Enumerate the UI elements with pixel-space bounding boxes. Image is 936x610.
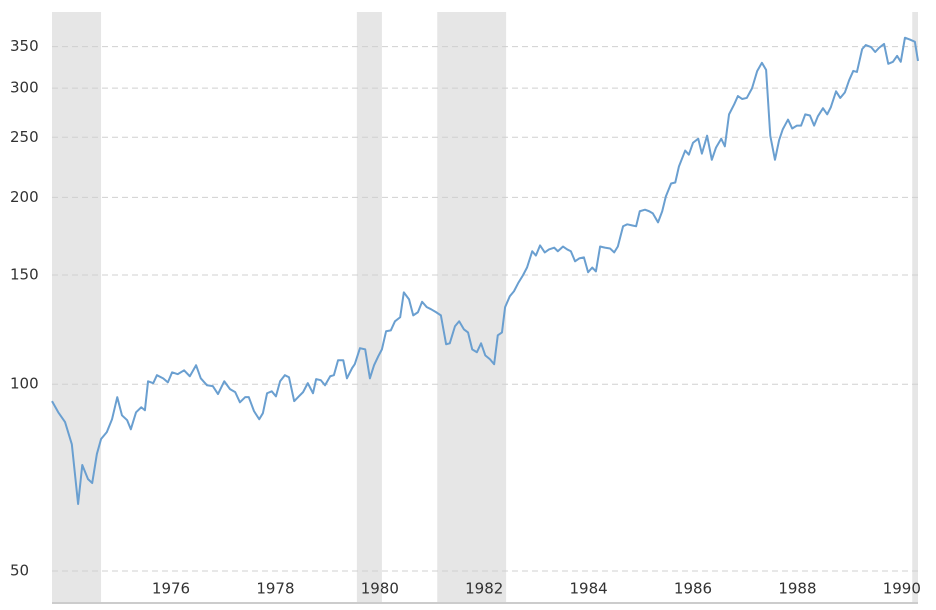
x-tick-label: 1982 bbox=[465, 580, 503, 598]
y-tick-label: 250 bbox=[10, 128, 39, 146]
recession-band bbox=[437, 12, 507, 603]
x-tick-label: 1976 bbox=[152, 580, 190, 598]
recession-band bbox=[52, 12, 102, 603]
x-tick-label: 1990 bbox=[883, 580, 921, 598]
recession-band bbox=[912, 12, 918, 603]
x-tick-label: 1986 bbox=[674, 580, 712, 598]
y-tick-label: 300 bbox=[10, 79, 39, 97]
x-tick-label: 1988 bbox=[778, 580, 816, 598]
price-line bbox=[51, 36, 919, 506]
y-tick-label: 150 bbox=[10, 265, 39, 283]
recession-band bbox=[356, 12, 382, 603]
y-tick-label: 350 bbox=[10, 37, 39, 55]
x-tick-label: 1980 bbox=[361, 580, 399, 598]
x-tick-label: 1984 bbox=[570, 580, 608, 598]
y-tick-label: 200 bbox=[10, 188, 39, 206]
y-tick-label: 100 bbox=[10, 375, 39, 393]
x-tick-label: 1978 bbox=[256, 580, 294, 598]
y-tick-label: 50 bbox=[10, 561, 29, 579]
